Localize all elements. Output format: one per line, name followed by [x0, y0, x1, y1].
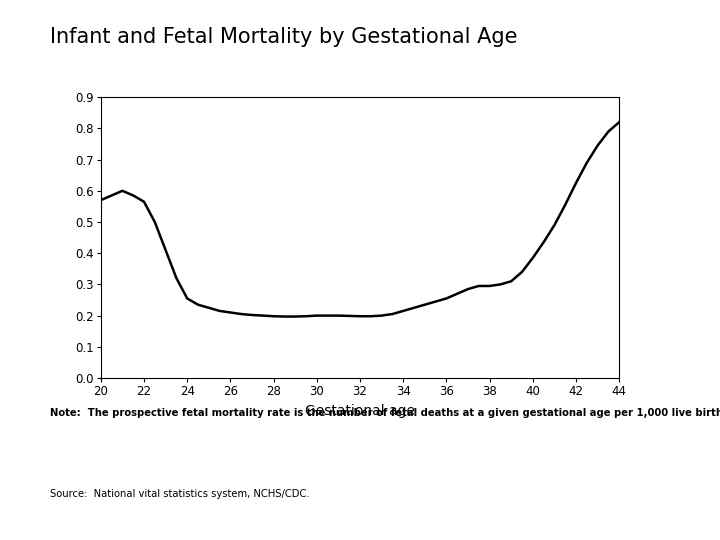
Text: Note:  The prospective fetal mortality rate is the number of fetal deaths at a g: Note: The prospective fetal mortality ra… [50, 408, 720, 418]
Text: Infant and Fetal Mortality by Gestational Age: Infant and Fetal Mortality by Gestationa… [50, 27, 518, 47]
X-axis label: Gestational age: Gestational age [305, 403, 415, 417]
Text: Source:  National vital statistics system, NCHS/CDC.: Source: National vital statistics system… [50, 489, 310, 499]
